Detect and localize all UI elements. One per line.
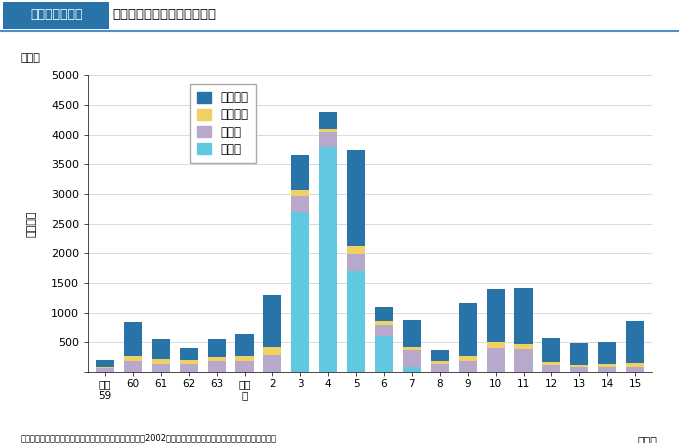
Bar [291,212,310,372]
Bar [180,360,198,364]
Bar [487,342,504,348]
Bar [430,361,449,364]
Text: （（財）砂防・地すべり技術センター「土砂災害の実態2002」及び国土交通省砂防部資料より内閣府作成。）: （（財）砂防・地すべり技術センター「土砂災害の実態2002」及び国土交通省砂防部… [20,434,276,443]
Bar [626,363,644,367]
Bar [598,365,617,367]
Bar [96,368,114,372]
Bar [236,361,253,372]
Bar [236,334,253,356]
Bar [347,271,365,372]
Bar [543,365,560,372]
Bar [403,350,421,367]
Text: （件）: （件） [20,54,41,63]
Text: （年）: （年） [638,437,657,443]
Bar [458,356,477,361]
Bar [319,147,337,372]
Bar [96,360,114,367]
Bar [543,338,560,362]
Bar [96,367,114,368]
Bar [208,361,225,372]
Bar [403,347,421,350]
Bar [151,364,170,372]
Bar [263,355,282,372]
Bar [570,367,589,372]
Bar [458,303,477,356]
Bar [515,344,532,349]
Bar [375,325,393,336]
Bar [487,348,504,372]
Bar [626,367,644,372]
Text: 発生件数: 発生件数 [27,210,37,237]
Bar [319,112,337,129]
Bar [375,336,393,372]
Bar [430,364,449,372]
Bar [208,339,225,357]
Bar [430,350,449,361]
Bar [347,246,365,254]
Text: 図２－４－４６: 図２－４－４６ [30,8,83,21]
Bar [319,132,337,147]
Bar [151,359,170,364]
Legend: がけ崩れ, 地すべり, 土石流, 火砕流: がけ崩れ, 地すべり, 土石流, 火砕流 [190,84,256,163]
Bar [291,190,310,196]
Bar [458,361,477,372]
Bar [403,367,421,372]
Bar [570,365,589,367]
FancyBboxPatch shape [3,2,109,29]
Bar [543,362,560,365]
Bar [124,322,142,356]
Bar [263,347,282,355]
Bar [319,129,337,132]
Bar [403,320,421,347]
Bar [208,357,225,361]
Bar [151,338,170,359]
Bar [124,361,142,372]
Bar [347,254,365,271]
Bar [626,321,644,363]
Bar [291,196,310,212]
Bar [236,356,253,361]
Bar [487,289,504,342]
Bar [598,367,617,372]
Bar [263,295,282,347]
Bar [180,348,198,360]
Bar [375,307,393,321]
Bar [515,288,532,344]
Bar [124,356,142,361]
Bar [515,349,532,372]
Bar [347,150,365,246]
Bar [375,321,393,325]
Bar [291,155,310,190]
Bar [570,343,589,365]
Bar [598,342,617,365]
Text: 土砂災害の発生状況の推移: 土砂災害の発生状況の推移 [112,8,216,21]
Bar [180,364,198,372]
